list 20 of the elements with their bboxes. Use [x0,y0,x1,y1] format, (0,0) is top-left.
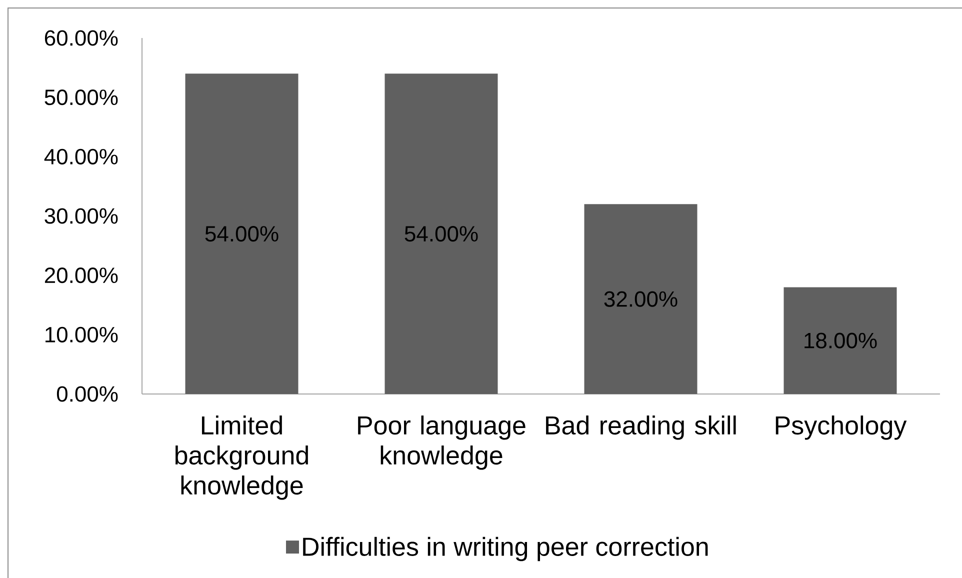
x-tick-label: Limited background knowledge [175,416,308,500]
bar [584,204,698,394]
bar [784,287,897,394]
y-tick-label: 40.00% [44,148,118,164]
data-label: 18.00% [804,332,877,348]
x-tick-label: Psychology [776,416,907,440]
data-label: 54.00% [404,226,478,242]
y-tick-label: 30.00% [44,208,118,224]
x-tick-label: Poor language knowledge [358,416,526,470]
y-tick-label: 0.00% [56,386,118,402]
bar [384,74,498,394]
data-label: 54.00% [205,226,278,242]
legend-label: Difficulties in writing peer correction [303,536,708,562]
bar [185,74,298,394]
x-tick-label: Bad reading skill [546,416,736,440]
y-tick-label: 20.00% [44,268,118,284]
y-tick-label: 60.00% [44,30,118,46]
y-tick-label: 50.00% [44,90,118,106]
data-label: 32.00% [604,291,678,307]
y-tick-label: 10.00% [46,326,118,342]
